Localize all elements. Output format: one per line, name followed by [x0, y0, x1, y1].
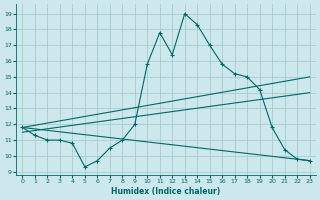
X-axis label: Humidex (Indice chaleur): Humidex (Indice chaleur) [111, 187, 221, 196]
